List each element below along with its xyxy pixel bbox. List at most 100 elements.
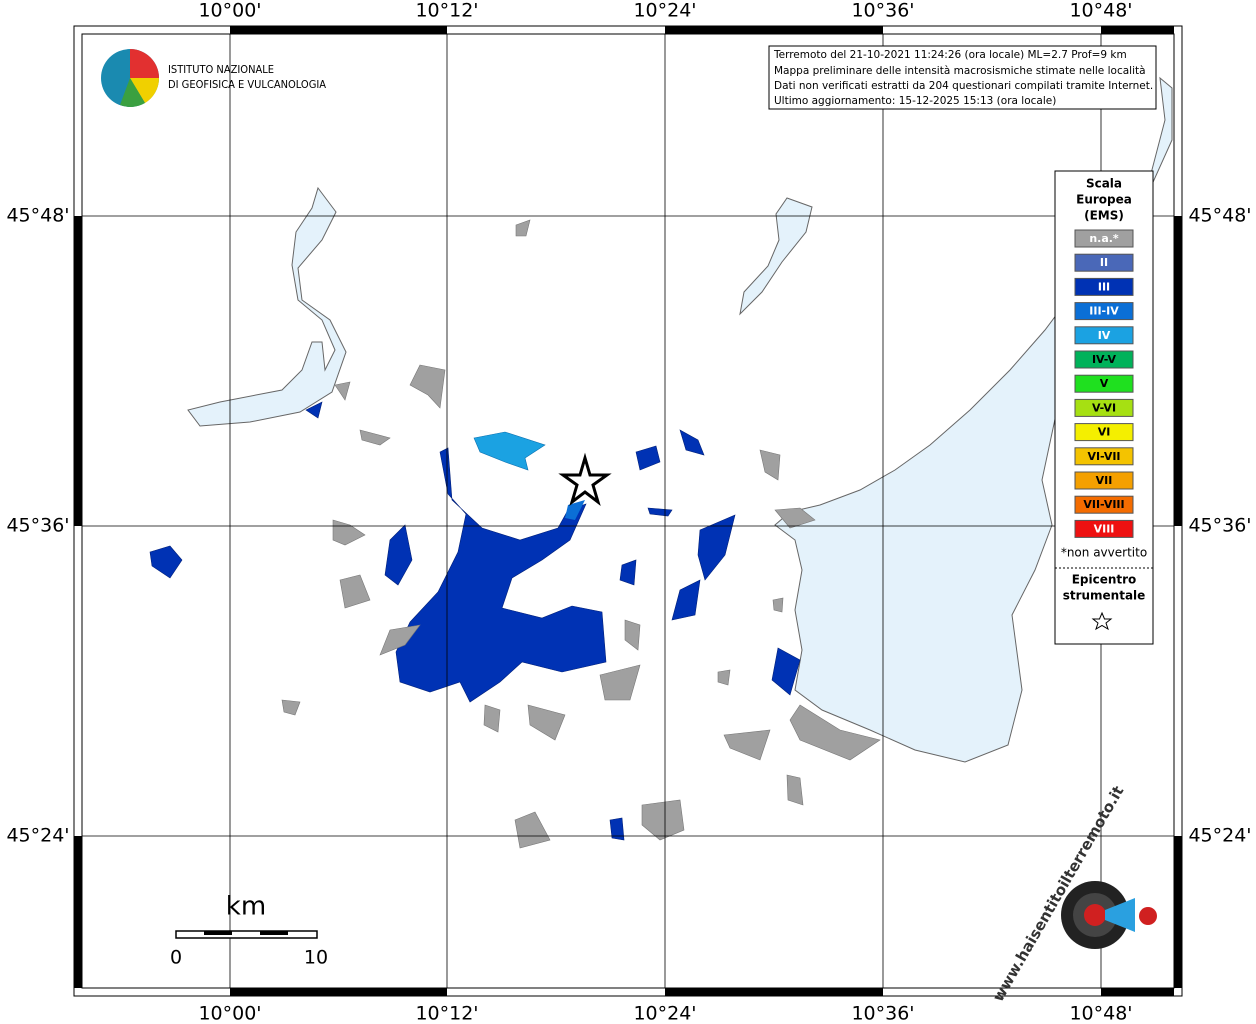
- logo-text: ISTITUTO NAZIONALE: [168, 63, 274, 76]
- lat-tick-label: 45°48': [6, 205, 69, 227]
- legend-swatch: [1074, 302, 1134, 321]
- frame-bar: [74, 216, 82, 526]
- lon-tick-label: 10°24': [633, 1003, 696, 1024]
- legend-title: Europea: [1076, 193, 1132, 207]
- info-line: Terremoto del 21-10-2021 11:24:26 (ora l…: [773, 49, 1127, 61]
- lake-garda: [774, 76, 1173, 763]
- legend-label: V: [1100, 377, 1109, 390]
- epicenter-star: [558, 452, 612, 507]
- lon-tick-label: 10°36': [851, 1003, 914, 1024]
- area: [281, 699, 301, 716]
- area: [723, 729, 771, 761]
- info-line: Dati non verificati estratti da 204 ques…: [774, 80, 1153, 92]
- area: [379, 624, 421, 656]
- logo-text: DI GEOFISICA E VULCANOLOGIA: [168, 78, 326, 91]
- info-line: Mappa preliminare delle intensità macros…: [774, 65, 1146, 77]
- area-brescia: [395, 447, 607, 703]
- legend-swatch: [1074, 374, 1134, 393]
- lon-tick-label: 10°48': [1069, 1003, 1132, 1024]
- lon-tick-label: 10°36': [851, 0, 914, 22]
- legend-label: V-VI: [1092, 401, 1116, 414]
- area: [359, 429, 391, 446]
- legend-label: VIII: [1094, 522, 1115, 535]
- area: [772, 597, 784, 613]
- area: [514, 811, 551, 849]
- legend-swatch: [1074, 326, 1134, 345]
- frame: [73, 25, 1183, 997]
- area: [515, 219, 531, 237]
- lon-tick-label: 10°12': [415, 1003, 478, 1024]
- legend: ScalaEuropea(EMS)n.a.*IIIIIIII-IVIVIV-VV…: [1054, 170, 1154, 645]
- legend-swatch: [1074, 229, 1134, 248]
- frame-bar: [1174, 836, 1182, 988]
- legend-swatch: [1074, 277, 1134, 296]
- scale-label: 0: [170, 947, 182, 969]
- area-iv: [473, 431, 546, 471]
- hst-speaker: [1105, 898, 1135, 932]
- legend-star: [1091, 611, 1113, 631]
- area: [717, 669, 731, 686]
- municipalities: [149, 219, 881, 849]
- legend-swatch: [1074, 495, 1134, 514]
- hst-dot: [1139, 907, 1157, 925]
- area: [641, 799, 685, 841]
- scale-frame: [175, 930, 318, 939]
- legend-label: IV: [1098, 329, 1111, 342]
- area: [409, 364, 446, 409]
- legend-label: VI-VII: [1087, 450, 1120, 463]
- area: [305, 401, 323, 419]
- scale-bar: km 0 10: [170, 892, 328, 969]
- legend-swatch: [1074, 253, 1134, 272]
- area: [647, 507, 673, 517]
- legend-label: III-IV: [1089, 305, 1119, 318]
- lon-tick-label: 10°00': [198, 1003, 261, 1024]
- area: [527, 704, 566, 741]
- legend-label: III: [1098, 280, 1110, 293]
- legend-swatch: [1074, 447, 1134, 466]
- legend-swatch: [1074, 350, 1134, 369]
- legend-note: *non avvertito: [1061, 546, 1147, 560]
- legend-label: VII-VIII: [1083, 498, 1124, 511]
- lat-tick-label: 45°24': [6, 825, 69, 847]
- lat-tick-label: 45°36': [1188, 515, 1251, 537]
- legend-label: II: [1100, 256, 1108, 269]
- legend-epicenter: strumentale: [1063, 589, 1146, 603]
- area: [759, 449, 781, 481]
- legend-label: n.a.*: [1089, 232, 1119, 245]
- area: [771, 647, 801, 696]
- area: [599, 664, 641, 701]
- area: [624, 619, 641, 651]
- lon-tick-label: 10°48': [1069, 0, 1132, 22]
- legend-label: IV-V: [1092, 353, 1117, 366]
- legend-swatch: [1074, 519, 1134, 538]
- frame-bar: [665, 26, 883, 34]
- area: [149, 545, 183, 579]
- ingv-logo: ISTITUTO NAZIONALE DI GEOFISICA E VULCAN…: [101, 49, 326, 107]
- frame-bar: [74, 836, 82, 988]
- area: [786, 774, 804, 806]
- legend-label: VII: [1096, 474, 1113, 487]
- lon-tick-label: 10°12': [415, 0, 478, 22]
- area: [483, 704, 501, 733]
- logo-segment: [120, 78, 145, 107]
- area: [609, 817, 625, 841]
- lon-tick-label: 10°00': [198, 0, 261, 22]
- area: [789, 704, 881, 761]
- area: [339, 574, 371, 609]
- legend-title: (EMS): [1084, 209, 1124, 223]
- frame-bar: [230, 26, 447, 34]
- hst-circle: [1084, 904, 1106, 926]
- lat-tick-label: 45°24': [1188, 825, 1251, 847]
- logo-segment: [130, 78, 160, 103]
- legend-epicenter: Epicentro: [1072, 573, 1137, 587]
- scale-segment: [204, 931, 232, 935]
- legend-swatch: [1074, 471, 1134, 490]
- legend-title: Scala: [1086, 177, 1122, 191]
- area: [671, 579, 701, 621]
- frame-bar: [1101, 26, 1174, 34]
- lat-tick-label: 45°36': [6, 515, 69, 537]
- frame-bar: [665, 988, 883, 996]
- lake-idro: [739, 197, 813, 316]
- area: [619, 559, 637, 586]
